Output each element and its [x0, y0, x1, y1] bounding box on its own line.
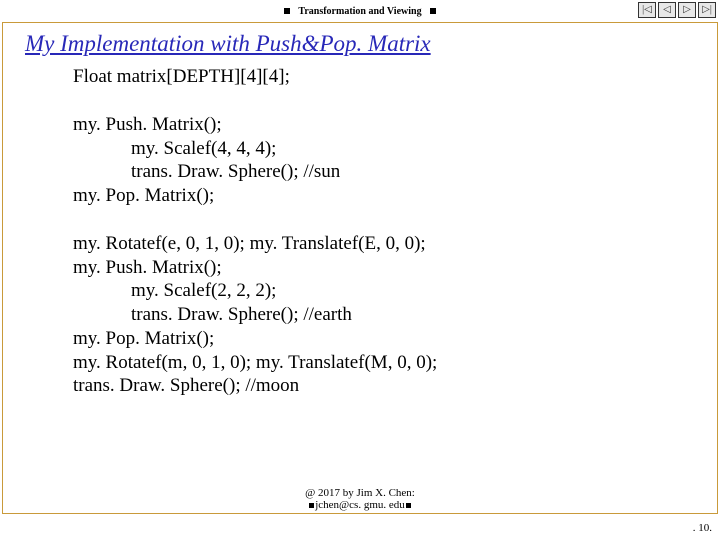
header-bullet-left — [284, 8, 290, 14]
slide-title: My Implementation with Push&Pop. Matrix — [25, 31, 717, 57]
code-line: Float matrix[DEPTH][4][4]; — [73, 65, 717, 89]
code-line: my. Scalef(2, 2, 2); — [73, 279, 717, 303]
footer-copyright: @ 2017 by Jim X. Chen: — [305, 487, 415, 499]
nav-buttons: |◁ ◁ ▷ ▷| — [638, 2, 716, 18]
nav-last-button[interactable]: ▷| — [698, 2, 716, 18]
header-bar: Transformation and Viewing |◁ ◁ ▷ ▷| — [0, 0, 720, 22]
footer-email: jchen@cs. gmu. edu — [315, 499, 405, 511]
page-number: . 10. — [693, 522, 712, 534]
code-line: my. Push. Matrix(); — [73, 113, 717, 137]
slide-content: My Implementation with Push&Pop. Matrix … — [2, 22, 718, 514]
code-line: my. Scalef(4, 4, 4); — [73, 137, 717, 161]
footer-bullet-right — [406, 503, 411, 508]
code-line: my. Rotatef(e, 0, 1, 0); my. Translatef(… — [73, 232, 717, 256]
code-block: Float matrix[DEPTH][4][4]; my. Push. Mat… — [73, 65, 717, 398]
nav-prev-button[interactable]: ◁ — [658, 2, 676, 18]
code-line: my. Pop. Matrix(); — [73, 327, 717, 351]
code-line: trans. Draw. Sphere(); //earth — [73, 303, 717, 327]
code-line: my. Rotatef(m, 0, 1, 0); my. Translatef(… — [73, 351, 717, 375]
code-line: trans. Draw. Sphere(); //sun — [73, 160, 717, 184]
nav-next-button[interactable]: ▷ — [678, 2, 696, 18]
code-line: trans. Draw. Sphere(); //moon — [73, 374, 717, 398]
code-line: my. Pop. Matrix(); — [73, 184, 717, 208]
footer-bullet-left — [309, 503, 314, 508]
code-line: my. Push. Matrix(); — [73, 256, 717, 280]
header-title: Transformation and Viewing — [298, 6, 421, 17]
nav-first-button[interactable]: |◁ — [638, 2, 656, 18]
footer: @ 2017 by Jim X. Chen: jchen@cs. gmu. ed… — [3, 487, 717, 511]
header-bullet-right — [430, 8, 436, 14]
